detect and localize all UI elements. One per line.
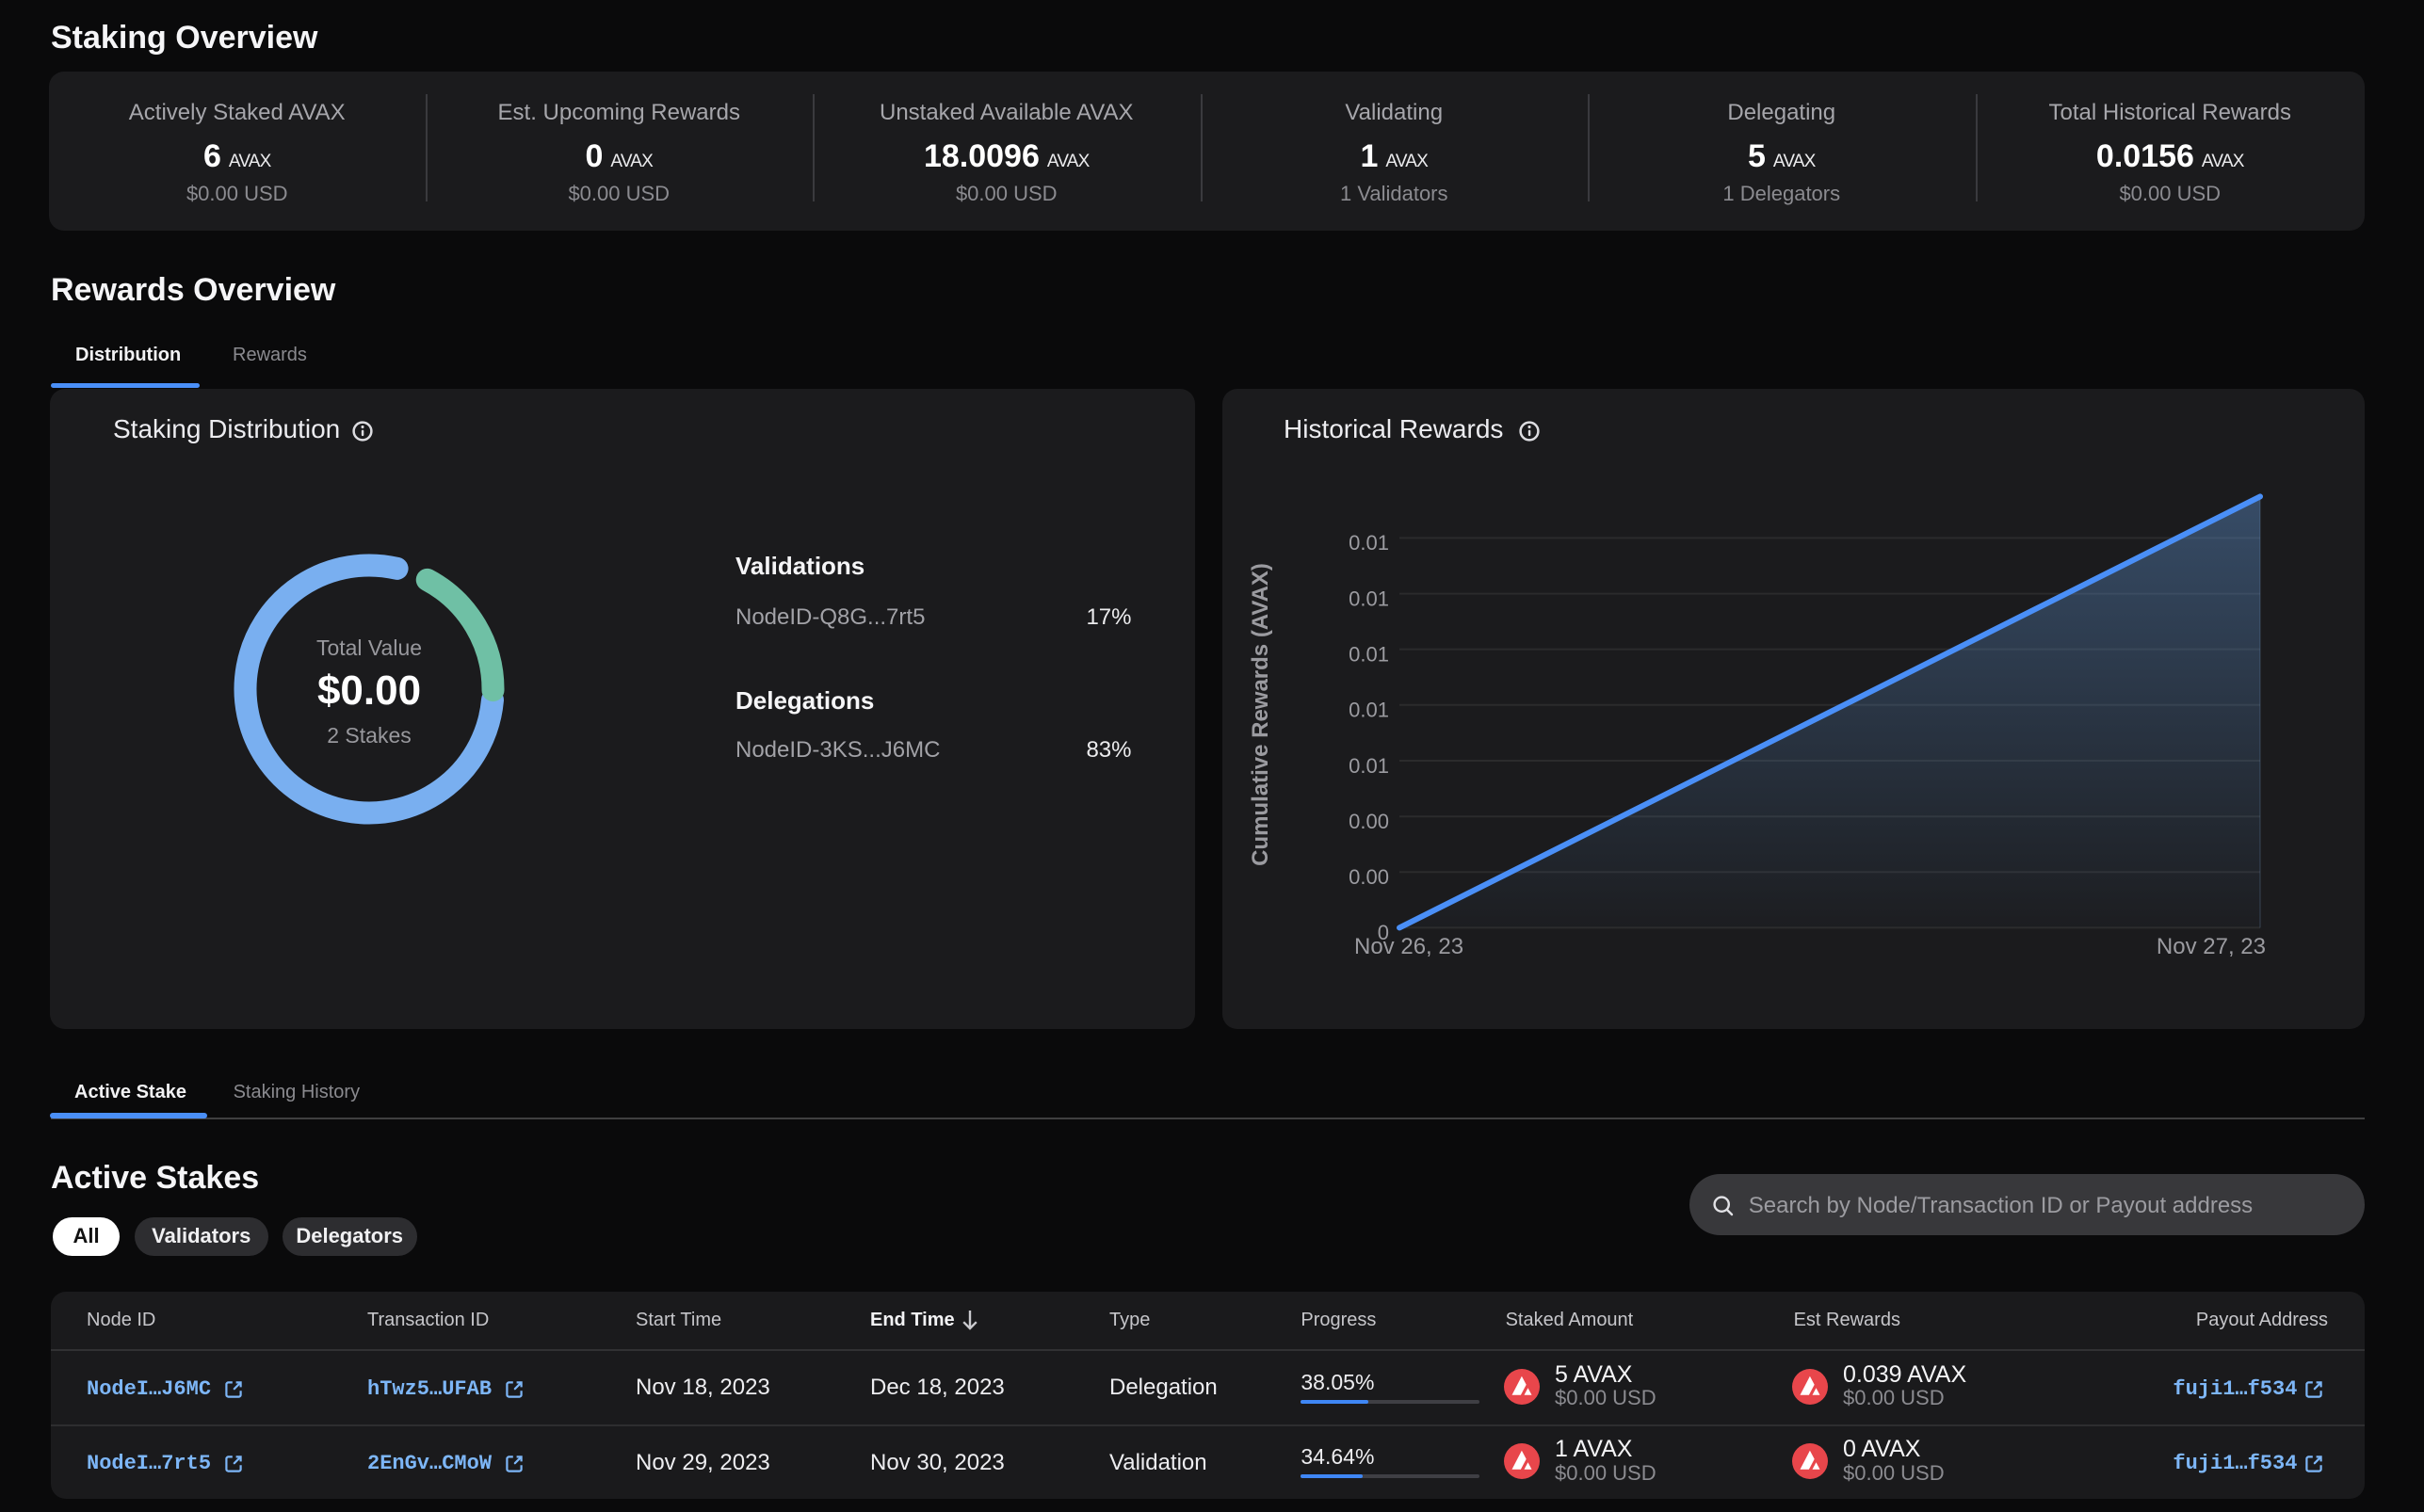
svg-text:Cumulative Rewards (AVAX): Cumulative Rewards (AVAX) xyxy=(1248,563,1273,866)
svg-text:0.01: 0.01 xyxy=(1349,587,1389,610)
svg-text:0.01: 0.01 xyxy=(1349,699,1389,722)
svg-text:0.01: 0.01 xyxy=(1349,531,1389,555)
svg-text:Nov 26, 23: Nov 26, 23 xyxy=(1354,934,1463,959)
svg-text:Nov 27, 23: Nov 27, 23 xyxy=(2157,934,2266,959)
svg-text:0.01: 0.01 xyxy=(1349,642,1389,666)
svg-text:0.01: 0.01 xyxy=(1349,754,1389,778)
svg-text:0.00: 0.00 xyxy=(1349,865,1389,889)
svg-text:0.00: 0.00 xyxy=(1349,810,1389,833)
svg-text:0: 0 xyxy=(1378,921,1389,944)
